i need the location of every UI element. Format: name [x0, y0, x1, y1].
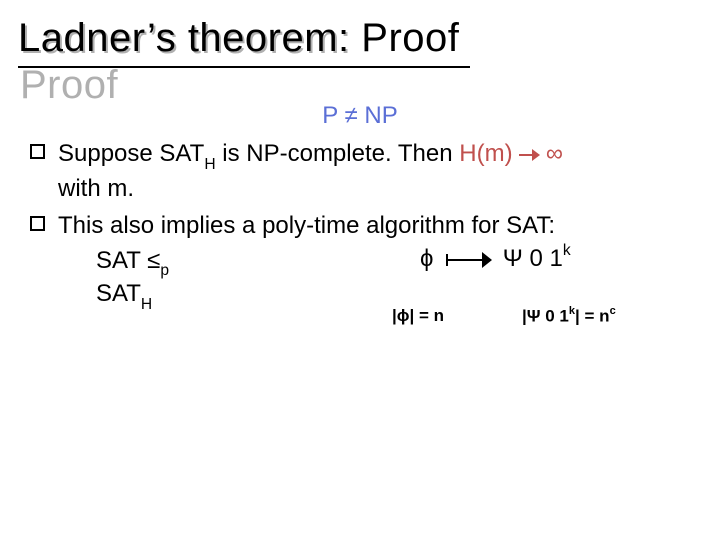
bullet-box-icon — [30, 144, 45, 159]
bullet-2: This also implies a poly-time algorithm … — [30, 210, 690, 242]
red-line2: SAT — [96, 280, 141, 307]
b1-sath: SAT — [159, 140, 204, 167]
b2-text: This also implies a poly-time algorithm … — [58, 212, 555, 239]
red-leq: ≤ — [147, 247, 160, 274]
b1-post: with m. — [58, 175, 134, 202]
red-line2-sub: H — [141, 296, 152, 313]
size-psi-mid: | = n — [575, 307, 610, 326]
assumption-line: P ≠ NP — [30, 100, 690, 132]
psi-expr: Ψ 0 1 — [503, 245, 563, 272]
title-text: Ladner’s theorem: Proof — [18, 16, 459, 60]
b1-pre: Suppose — [58, 140, 159, 167]
b1-hm: H(m) — [459, 140, 512, 167]
slide-title: Ladner’s theorem: Proof Ladner’s theorem… — [18, 16, 459, 61]
size-psi-k: k — [569, 305, 575, 317]
size-phi-sym: ϕ — [397, 306, 410, 325]
slide: Ladner’s theorem: Proof Ladner’s theorem… — [0, 0, 720, 540]
title-underline — [18, 66, 470, 68]
assumption-p: P — [322, 102, 344, 129]
b1-sath-sub: H — [204, 156, 215, 173]
red-line1a: SAT — [96, 247, 147, 274]
arrow-right-icon — [519, 150, 539, 160]
reduction-block: SAT ≤p SATH — [30, 246, 690, 313]
size-psi-c: c — [610, 305, 616, 317]
size-psi: |Ψ 0 1k| = nc — [522, 306, 616, 327]
slide-body: P ≠ NP Suppose SATH is NP-complete. Then… — [30, 100, 690, 313]
assumption-np: NP — [364, 102, 397, 129]
b1-inf: ∞ — [546, 140, 563, 167]
size-phi-rest: | = n — [410, 306, 445, 325]
mapsto-arrow-icon — [446, 253, 490, 267]
mapsto-formula: ϕ Ψ 0 1k — [420, 244, 571, 273]
b1-mid: is NP-complete. Then — [216, 140, 460, 167]
bullet-1: Suppose SATH is NP-complete. Then H(m) ∞… — [30, 138, 690, 205]
bullet-box-icon — [30, 216, 45, 231]
red-leq-sub: p — [160, 262, 169, 279]
size-phi: |ϕ| = n — [392, 306, 444, 326]
phi-symbol: ϕ — [420, 245, 433, 272]
psi-k: k — [563, 242, 571, 259]
size-psi-sym: Ψ 0 1 — [527, 307, 569, 326]
assumption-neq: ≠ — [345, 102, 365, 129]
